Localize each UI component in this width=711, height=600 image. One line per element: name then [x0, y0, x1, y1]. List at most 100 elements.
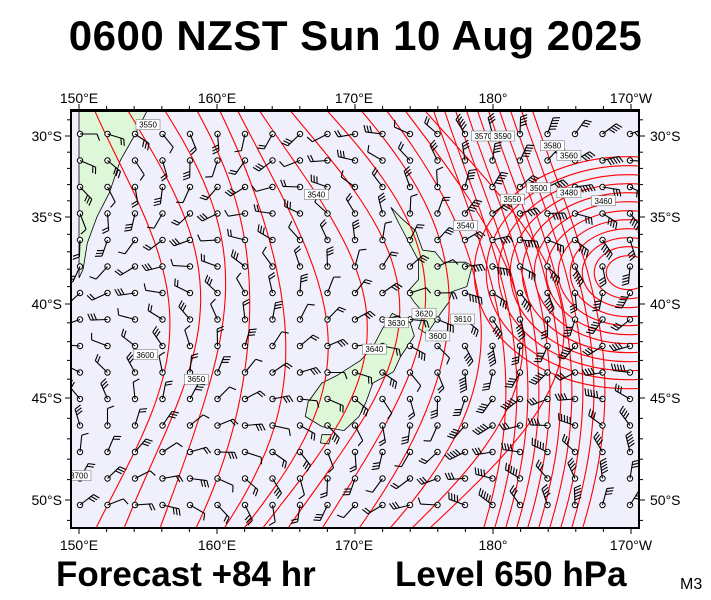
wind-barb — [461, 289, 483, 305]
contour-line — [123, 112, 202, 527]
wind-barb — [516, 289, 532, 313]
wind-barb — [178, 300, 194, 323]
contour-label-bg — [184, 373, 209, 385]
contour-label-bg — [362, 343, 387, 355]
contour-label-bg — [490, 130, 515, 142]
chart-title: 0600 NZST Sun 10 Aug 2025 — [68, 12, 643, 59]
wind-barb — [489, 316, 503, 340]
wind-barb — [349, 448, 359, 473]
wind-barb — [253, 204, 276, 217]
wind-barb — [619, 405, 634, 429]
wind-barb — [569, 289, 579, 314]
contour-label-bg — [450, 313, 475, 325]
wind-barb — [159, 380, 173, 403]
wind-barb — [186, 475, 210, 488]
wind-barb — [324, 276, 341, 297]
wind-barb — [186, 130, 197, 155]
wind-barb — [362, 501, 386, 515]
wind-barb — [544, 117, 561, 138]
wind-barb — [406, 193, 418, 217]
wind-barb — [104, 435, 122, 456]
wind-barb — [561, 433, 579, 456]
wind-barb — [475, 395, 496, 414]
wind-barb — [171, 210, 194, 226]
wind-barb — [379, 395, 393, 420]
wind-barb — [131, 183, 139, 208]
wind-barb — [478, 487, 496, 509]
wind-barb — [430, 395, 441, 419]
wind-barb — [159, 442, 183, 456]
wind-barb — [378, 422, 386, 447]
wind-barb — [626, 491, 638, 509]
wind-barb — [306, 130, 331, 143]
wind-barb — [104, 130, 125, 146]
wind-barb — [615, 289, 634, 309]
wind-barb — [586, 316, 606, 335]
bottom-lon-label: 160°E — [198, 537, 236, 553]
wind-barb — [406, 287, 432, 297]
wind-barb — [284, 199, 304, 217]
right-lat-label: 30°S — [650, 128, 681, 144]
wind-barb — [241, 390, 266, 403]
wind-barb — [170, 258, 194, 270]
wind-barb — [269, 422, 291, 437]
wind-barb — [397, 141, 414, 164]
wind-barb — [379, 251, 399, 270]
contour-label-bg — [591, 195, 616, 207]
wind-barb — [174, 278, 194, 297]
wind-barb — [319, 219, 331, 244]
wind-barb — [434, 316, 454, 333]
contour-label: 3610 — [454, 315, 472, 324]
wind-barb — [324, 246, 334, 270]
contour-label-bg — [556, 150, 582, 161]
wind-barb — [626, 183, 638, 198]
wind-barb — [324, 448, 335, 473]
wind-barb — [535, 459, 551, 482]
wind-barb — [104, 157, 122, 179]
contour-line — [386, 112, 482, 527]
wind-barb — [186, 501, 206, 521]
contour-label: 3460 — [595, 197, 613, 206]
wind-barb — [610, 316, 634, 331]
wind-barb — [307, 154, 331, 164]
wind-barb — [131, 130, 150, 151]
contour-label: 3590 — [494, 132, 512, 141]
wind-barb — [461, 139, 470, 164]
low-contour-ring — [569, 228, 638, 318]
wind-barb — [489, 263, 512, 277]
wind-barb — [544, 236, 564, 254]
wind-barb — [199, 183, 221, 201]
wind-barb — [241, 448, 263, 465]
wind-barb — [558, 412, 579, 429]
contour-label: 3550 — [139, 121, 157, 130]
wind-barb — [241, 422, 266, 432]
wind-barb — [168, 236, 194, 247]
wind-barb — [296, 448, 311, 472]
contour-line — [94, 112, 171, 527]
wind-barb — [257, 224, 276, 244]
wind-barb — [557, 342, 579, 360]
australia-landmass — [78, 112, 147, 279]
wind-barb — [544, 289, 555, 314]
contour-line — [499, 112, 573, 527]
wind-barb — [474, 467, 496, 482]
wind-barb — [581, 367, 606, 376]
contour-label-bg — [425, 330, 451, 342]
wind-barb — [571, 263, 584, 288]
wind-barb — [563, 316, 579, 337]
wind-barb — [76, 157, 97, 175]
low-contour-ring — [521, 192, 638, 354]
wind-barb — [324, 369, 348, 380]
wind-barb — [458, 369, 469, 394]
wind-barb — [367, 144, 386, 164]
wind-barb — [554, 369, 579, 381]
wind-barb — [379, 369, 398, 389]
wind-barb — [314, 195, 331, 217]
contour-line — [425, 112, 565, 527]
top-lon-label: 160°E — [198, 90, 236, 106]
wind-barb — [228, 157, 249, 175]
contour-label: 3550 — [503, 195, 521, 204]
wind-barb — [614, 383, 634, 403]
